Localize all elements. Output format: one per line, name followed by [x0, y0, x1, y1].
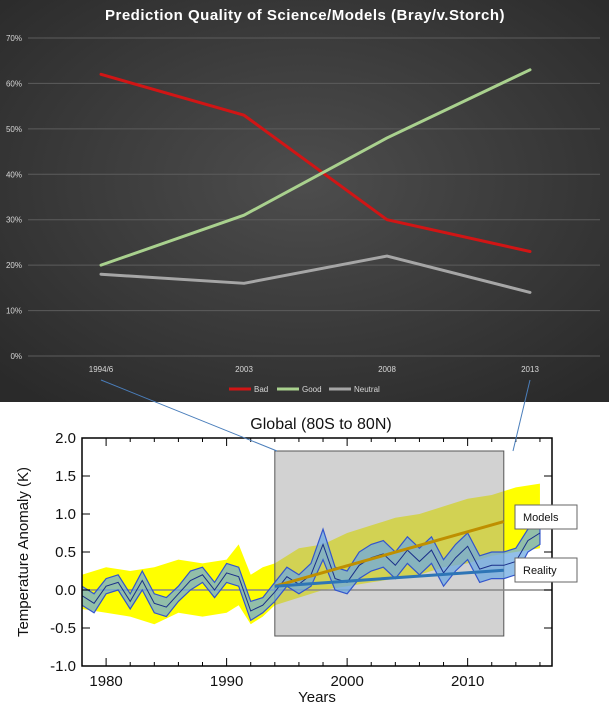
- models-annotation-box: [514, 504, 578, 530]
- series-neutral-line: [99, 254, 532, 294]
- reality-annotation-box: [514, 557, 578, 583]
- reality-trend-line: [274, 568, 504, 588]
- chart2-y-tick: 0.5: [55, 544, 76, 561]
- chart1-y-tick: 30%: [6, 216, 22, 225]
- chart2-x-tick: 2010: [451, 673, 484, 690]
- chart1-y-tick: 10%: [6, 307, 22, 316]
- chart1-y-tick: 40%: [6, 170, 22, 179]
- legend-bad-label: Bad: [254, 385, 268, 394]
- chart1-x-tick-labels: 1994/6 2003 2008 2013: [89, 365, 540, 374]
- series-bad-line: [99, 72, 532, 254]
- chart2-y-tick-labels: -1.0 -0.5 0.0 0.5 1.0 1.5 2.0: [50, 430, 552, 675]
- chart2-x-axis-label: Years: [298, 689, 336, 706]
- global-temperature-chart: Global (80S to 80N) -1.0 -0.5 0.0 0.5 1.0 1.5…: [0, 402, 609, 707]
- chart2-y-tick: 0.0: [55, 582, 76, 599]
- chart1-y-tick: 0%: [10, 352, 22, 361]
- chart1-x-tick: 2013: [521, 365, 539, 374]
- chart2-y-tick: -1.0: [50, 658, 76, 675]
- chart2-annotations: Models Reality: [514, 504, 578, 583]
- chart2-y-axis-label: Temperature Anomaly (K): [15, 467, 32, 637]
- chart2-y-tick: 1.5: [55, 468, 76, 485]
- chart2-y-tick: -0.5: [50, 620, 76, 637]
- chart2-title: Global (80S to 80N): [250, 416, 391, 433]
- legend-good-label: Good: [302, 385, 322, 394]
- reality-annotation-label: Reality: [523, 565, 557, 577]
- chart2-y-tick: 1.0: [55, 506, 76, 523]
- chart2-x-tick: 1990: [210, 673, 243, 690]
- connector-lines: [100, 379, 531, 452]
- legend-neutral-label: Neutral: [354, 385, 380, 394]
- chart2-plot-area: [82, 450, 552, 637]
- chart1-y-tick: 50%: [6, 125, 22, 134]
- chart2-x-tick: 2000: [330, 673, 363, 690]
- models-annotation-label: Models: [523, 512, 559, 524]
- connector-right: [512, 379, 531, 452]
- chart2-x-tick: 1980: [89, 673, 122, 690]
- chart1-y-tick: 70%: [6, 34, 22, 43]
- chart1-x-tick: 2003: [235, 365, 253, 374]
- chart2-y-tick: 2.0: [55, 430, 76, 447]
- chart1-x-tick: 1994/6: [89, 365, 114, 374]
- chart1-gridlines: [28, 37, 600, 357]
- chart1-x-tick: 2008: [378, 365, 396, 374]
- chart1-y-tick-labels: 0% 10% 20% 30% 40% 50% 60% 70%: [6, 34, 22, 361]
- series-good-line: [99, 68, 532, 267]
- trend-lines: [274, 520, 505, 588]
- observations-band-fill: [82, 520, 541, 622]
- connector-left: [100, 379, 278, 452]
- chart1-background: [0, 0, 609, 402]
- prediction-quality-chart: 0% 10% 20% 30% 40% 50% 60% 70% 1994/6 2003 2008 20…: [0, 0, 609, 402]
- chart1-y-tick: 60%: [6, 79, 22, 88]
- chart2-x-tick-labels: 1980 1990 2000 2010: [89, 438, 541, 690]
- chart1-title: Prediction Quality of Science/Models (Br…: [105, 7, 505, 24]
- chart1-legend: Bad Good Neutral: [229, 385, 380, 394]
- chart1-y-tick: 20%: [6, 261, 22, 270]
- chart1-series: [99, 68, 532, 294]
- models-trend-line: [274, 520, 505, 588]
